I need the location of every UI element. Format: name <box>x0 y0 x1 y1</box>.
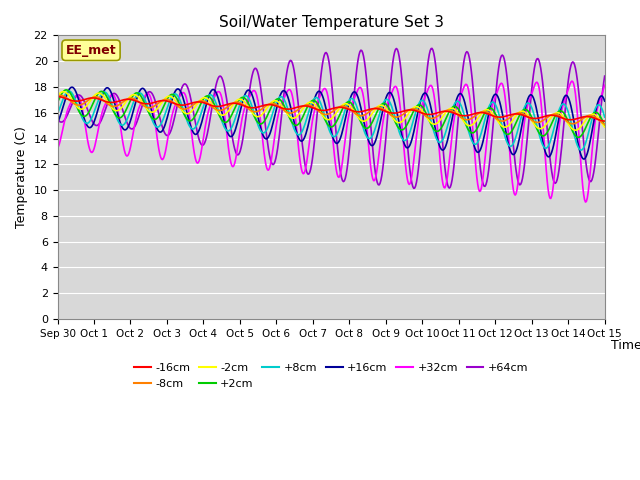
+64cm <box>150 96 158 101</box>
Line: +8cm: +8cm <box>58 91 605 150</box>
+32cm <box>195 160 202 166</box>
+32cm <box>376 143 384 148</box>
-2cm <box>572 127 579 133</box>
Line: +2cm: +2cm <box>58 90 605 137</box>
-8cm <box>54 93 61 99</box>
+64cm <box>601 73 609 79</box>
+32cm <box>301 168 309 174</box>
-16cm <box>466 112 474 118</box>
+32cm <box>150 114 158 120</box>
+64cm <box>428 46 436 51</box>
-2cm <box>377 102 385 108</box>
-2cm <box>601 124 609 130</box>
-2cm <box>195 98 203 104</box>
+64cm <box>376 180 384 186</box>
Line: +64cm: +64cm <box>58 48 605 188</box>
+16cm <box>601 98 609 104</box>
-8cm <box>195 98 203 104</box>
-16cm <box>601 118 609 124</box>
+32cm <box>419 100 427 106</box>
+32cm <box>568 78 575 84</box>
+2cm <box>63 87 70 93</box>
-8cm <box>420 112 428 118</box>
+32cm <box>601 83 609 88</box>
+64cm <box>301 162 309 168</box>
+2cm <box>467 129 474 135</box>
+32cm <box>466 93 474 98</box>
+8cm <box>65 88 73 94</box>
+16cm <box>68 84 76 90</box>
+16cm <box>377 116 385 122</box>
+32cm <box>54 145 61 151</box>
-16cm <box>195 99 202 105</box>
+8cm <box>420 98 428 104</box>
+64cm <box>54 116 61 122</box>
-16cm <box>301 103 309 109</box>
Line: +32cm: +32cm <box>58 81 605 202</box>
-8cm <box>377 105 385 111</box>
-8cm <box>601 121 609 127</box>
Y-axis label: Temperature (C): Temperature (C) <box>15 126 28 228</box>
Text: EE_met: EE_met <box>66 44 116 57</box>
+2cm <box>54 99 61 105</box>
+2cm <box>601 123 609 129</box>
Legend: -16cm, -8cm, -2cm, +2cm, +8cm, +16cm, +32cm, +64cm: -16cm, -8cm, -2cm, +2cm, +8cm, +16cm, +3… <box>129 359 532 393</box>
-2cm <box>420 110 428 116</box>
-2cm <box>467 123 474 129</box>
Title: Soil/Water Temperature Set 3: Soil/Water Temperature Set 3 <box>219 15 444 30</box>
+32cm <box>582 199 589 205</box>
-16cm <box>150 99 158 105</box>
+8cm <box>601 114 609 120</box>
+8cm <box>195 116 203 122</box>
+16cm <box>420 91 428 96</box>
-2cm <box>59 89 67 95</box>
+16cm <box>580 156 588 162</box>
+8cm <box>577 147 585 153</box>
-16cm <box>376 107 384 112</box>
+16cm <box>302 131 310 136</box>
X-axis label: Time: Time <box>611 339 640 352</box>
+2cm <box>152 117 159 122</box>
+8cm <box>377 107 385 112</box>
+2cm <box>302 107 310 113</box>
-8cm <box>467 116 474 122</box>
+64cm <box>467 68 475 74</box>
-16cm <box>54 94 61 99</box>
+16cm <box>152 121 159 127</box>
-8cm <box>152 103 159 108</box>
+64cm <box>410 185 417 191</box>
Line: -16cm: -16cm <box>58 96 605 121</box>
+8cm <box>152 123 159 129</box>
+16cm <box>467 127 474 132</box>
-2cm <box>152 108 159 114</box>
+8cm <box>467 134 474 140</box>
Line: +16cm: +16cm <box>58 87 605 159</box>
-8cm <box>56 93 64 98</box>
+64cm <box>420 104 428 109</box>
+2cm <box>574 134 582 140</box>
Line: -8cm: -8cm <box>58 96 605 124</box>
+64cm <box>195 133 202 139</box>
Line: -2cm: -2cm <box>58 92 605 130</box>
+8cm <box>302 118 310 124</box>
+2cm <box>377 102 385 108</box>
-16cm <box>419 110 427 116</box>
-2cm <box>54 93 61 99</box>
+16cm <box>54 120 61 125</box>
+16cm <box>195 127 203 133</box>
-2cm <box>302 102 310 108</box>
-8cm <box>302 102 310 108</box>
+2cm <box>420 106 428 112</box>
+2cm <box>195 105 203 110</box>
+8cm <box>54 111 61 117</box>
